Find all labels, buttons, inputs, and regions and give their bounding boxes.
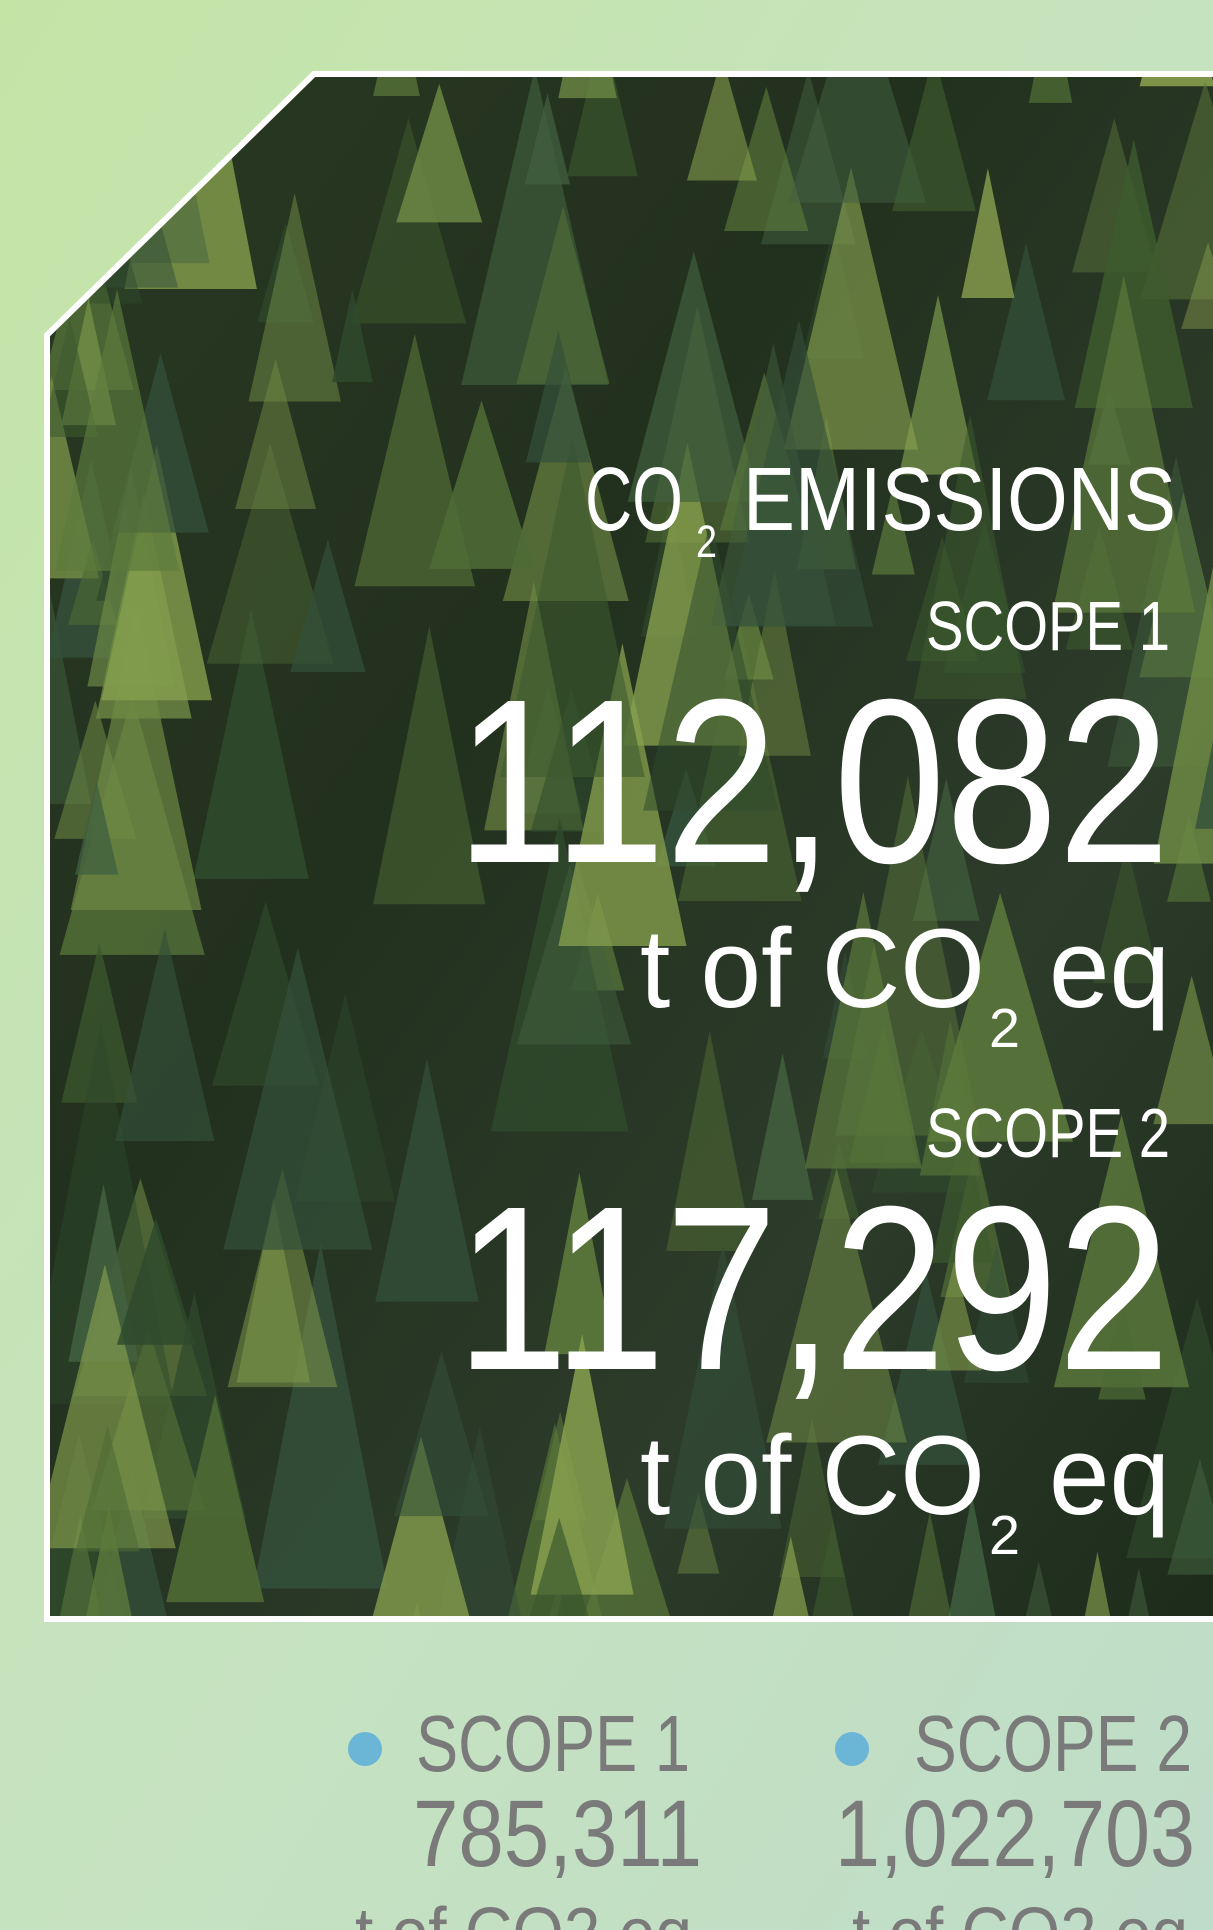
unit-rest: eq [1049, 1413, 1170, 1538]
legend-dot [348, 1732, 382, 1766]
unit-main: t of CO [640, 1413, 985, 1538]
summary-value: 1,022,703 [835, 1781, 1195, 1887]
summary-label: SCOPE 1 [416, 1699, 690, 1788]
unit-rest: eq [1049, 906, 1170, 1031]
scope-value: 117,292 [456, 1157, 1170, 1419]
scope-value: 112,082 [456, 650, 1170, 912]
title-main: CO [585, 450, 683, 550]
unit-subscript: 2 [989, 1504, 1020, 1566]
unit-subscript: 2 [989, 997, 1020, 1059]
legend-dot [835, 1732, 869, 1766]
summary-value: 785,311 [413, 1781, 702, 1887]
screen: CO2EMISSIONSSCOPE 1112,082t of CO2eqSCOP… [0, 0, 1213, 1930]
title-subscript: 2 [696, 516, 717, 567]
title-rest: EMISSIONS [743, 450, 1176, 550]
page: CO2EMISSIONSSCOPE 1112,082t of CO2eqSCOP… [0, 0, 1213, 1930]
unit-main: t of CO [640, 906, 985, 1031]
summary-unit: t of CO2 eq [355, 1894, 692, 1930]
summary-unit: t of CO2 eq [852, 1894, 1188, 1930]
forest-photo [0, 0, 1213, 1888]
summary-label: SCOPE 2 [914, 1699, 1192, 1788]
